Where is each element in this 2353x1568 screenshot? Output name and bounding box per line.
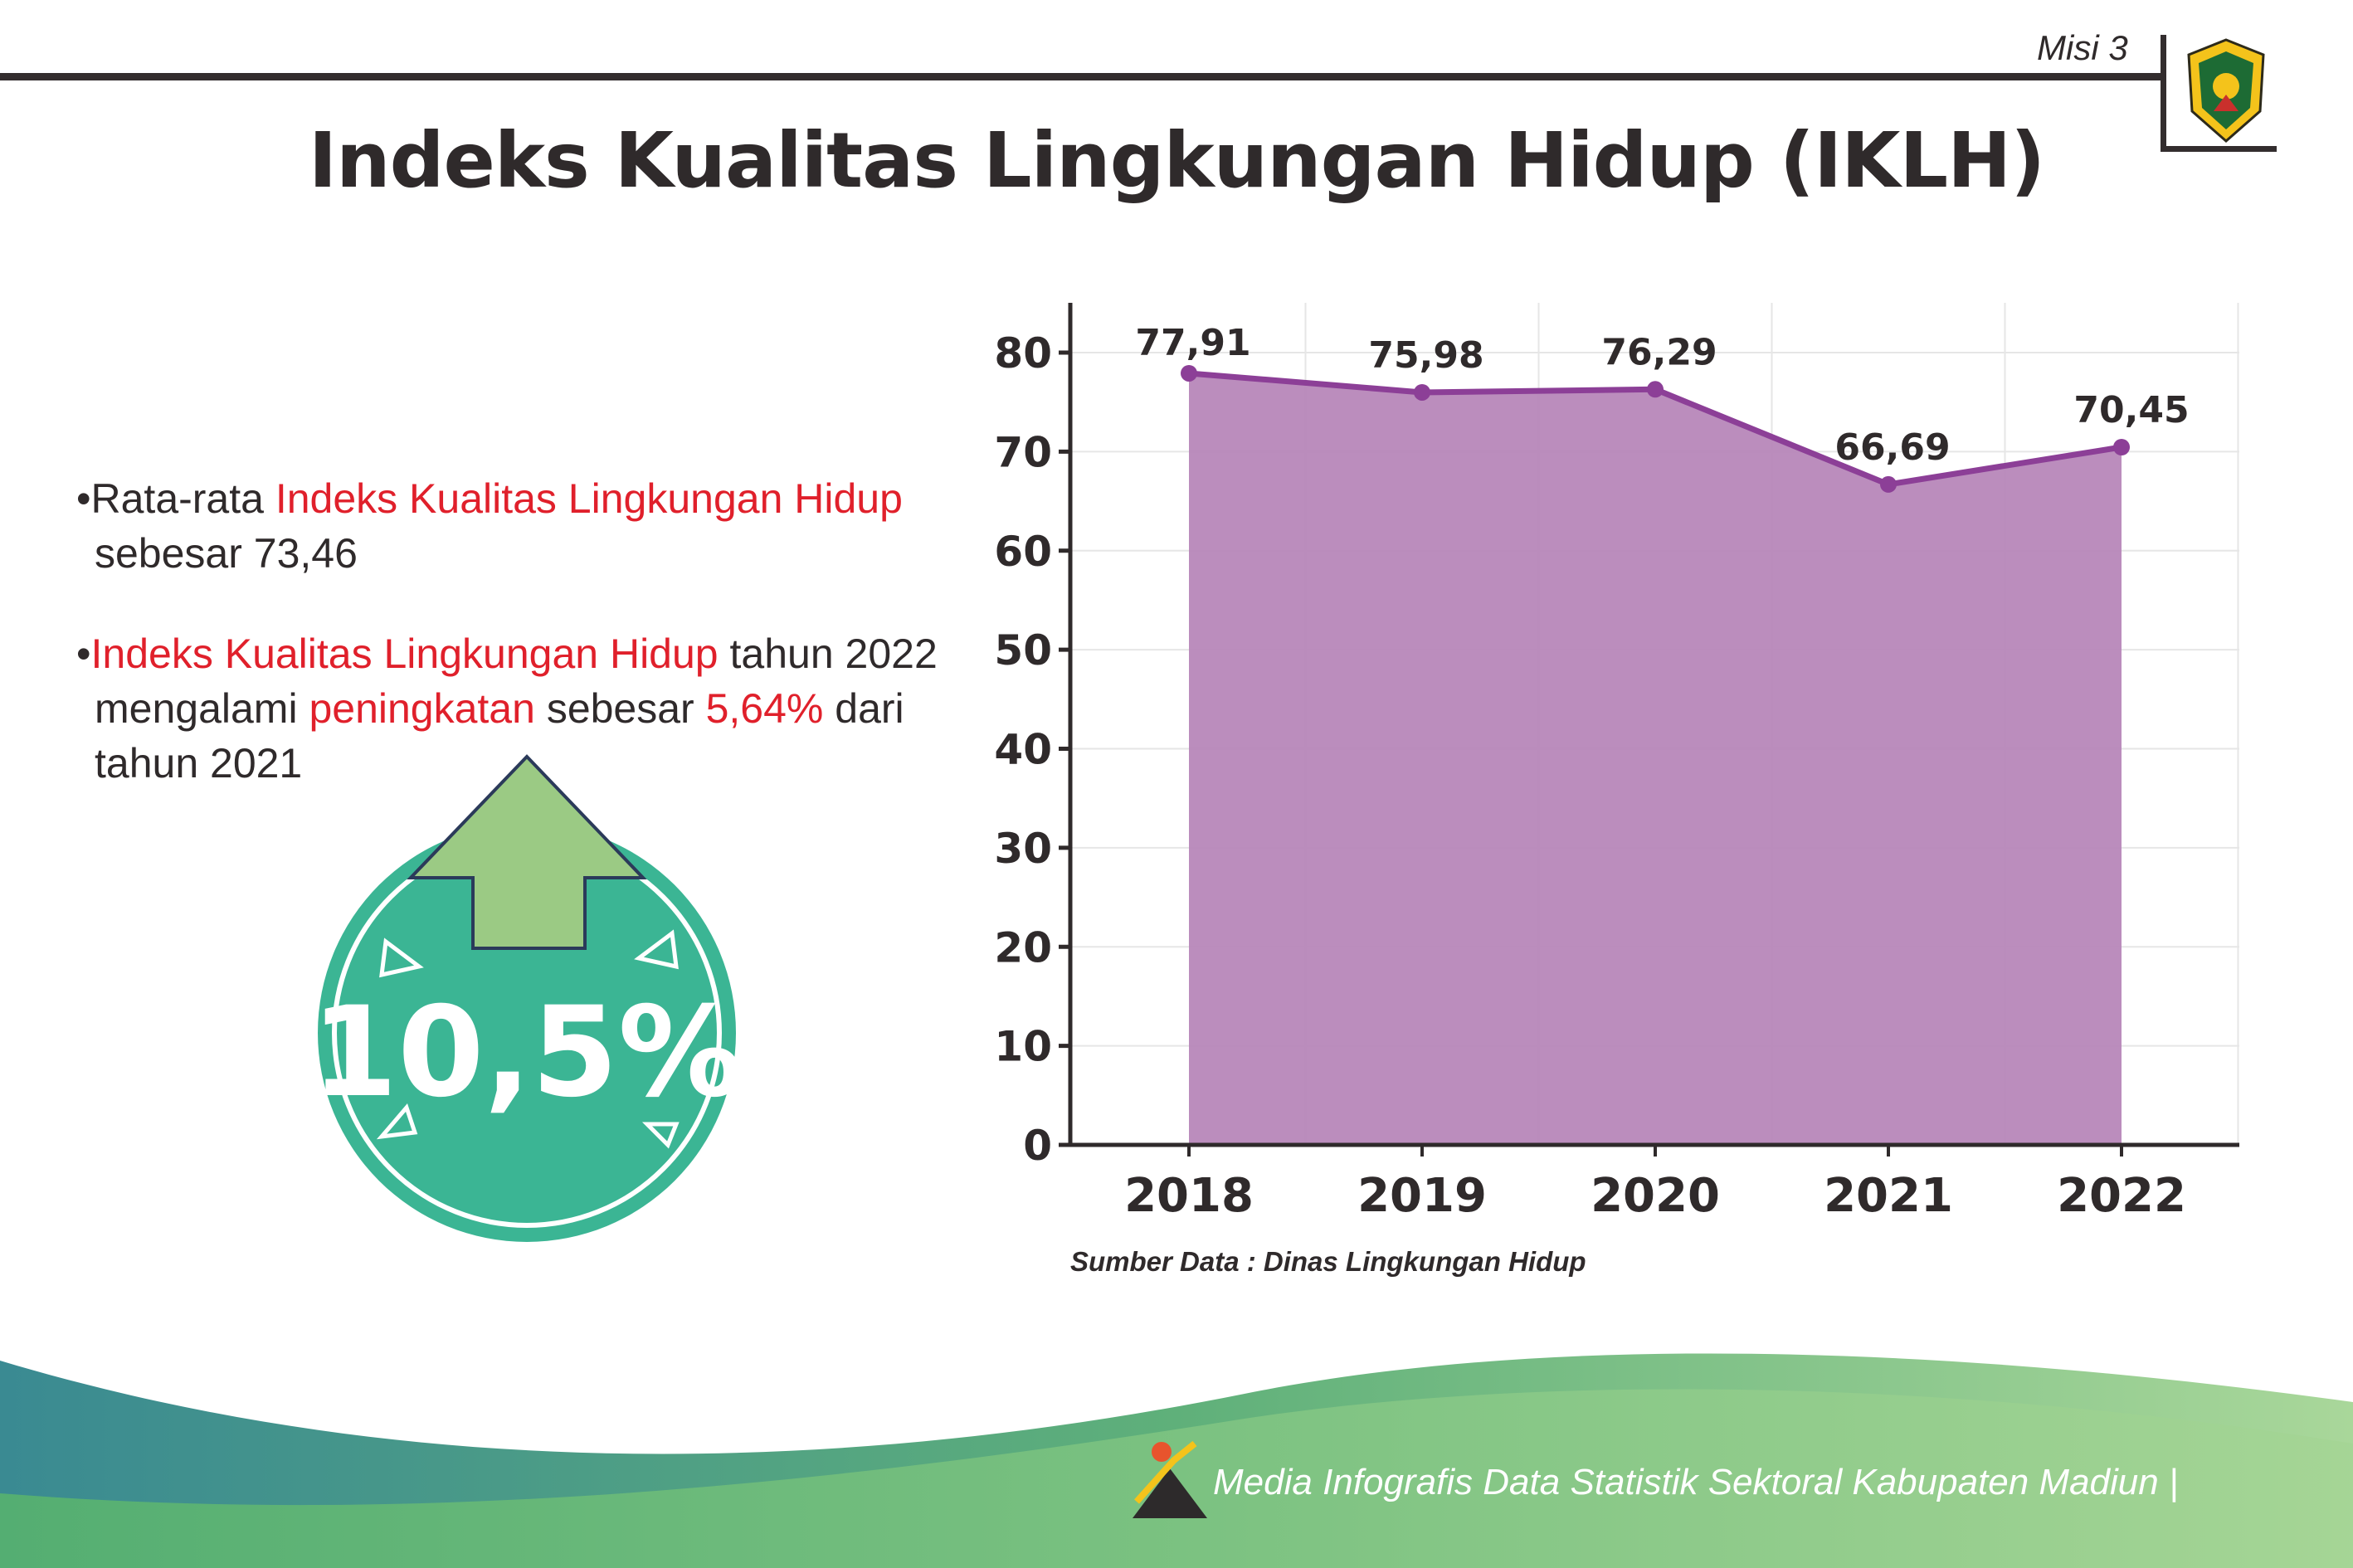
x-tick-label: 2022 — [2057, 1169, 2186, 1223]
highlight: Indeks Kualitas Lingkungan Hidup — [275, 475, 903, 522]
text: mengalami — [95, 685, 309, 732]
data-point — [1647, 381, 1664, 398]
source-note: Sumber Data : Dinas Lingkungan Hidup — [1070, 1246, 1586, 1277]
text: tahun 2022 — [718, 631, 938, 677]
spark-icon — [376, 1103, 418, 1140]
footer-text: Media Infografis Data Statistik Sektoral… — [1213, 1462, 2179, 1502]
x-tick-label: 2018 — [1124, 1169, 1254, 1223]
data-point — [1181, 364, 1197, 382]
data-label: 75,98 — [1368, 334, 1483, 377]
spark-icon — [379, 937, 424, 978]
y-tick-label: 30 — [994, 825, 1052, 873]
growth-badge: 10,5% — [311, 754, 743, 1242]
y-tick-label: 20 — [994, 923, 1052, 971]
misi-label: Misi 3 — [2037, 28, 2128, 67]
badge-circle — [318, 824, 736, 1242]
corner-bracket — [2161, 35, 2166, 151]
bullet-line: •Rata-rata Indeks Kualitas Lingkungan Hi… — [76, 471, 972, 526]
text: sebesar 73,46 — [95, 530, 358, 577]
footer-wave — [0, 1353, 2353, 1568]
data-point — [1880, 475, 1897, 493]
arrow-up-icon — [407, 754, 647, 950]
y-tick-label: 70 — [994, 428, 1052, 476]
text: • — [76, 631, 91, 677]
data-label: 76,29 — [1601, 331, 1717, 373]
runner-logo-icon — [1133, 1440, 1207, 1518]
y-tick-label: 10 — [994, 1023, 1052, 1071]
corner-bracket-bottom — [2161, 146, 2277, 152]
bullet-line: tahun 2021 — [76, 736, 972, 791]
header-divider — [0, 73, 2164, 80]
data-point — [1414, 383, 1430, 401]
y-tick-label: 40 — [994, 726, 1052, 774]
bullet-line: sebesar 73,46 — [76, 526, 972, 581]
data-label: 70,45 — [2073, 389, 2189, 431]
area-fill — [1189, 373, 2122, 1146]
spark-icon — [641, 1122, 680, 1149]
text: dari — [823, 685, 904, 732]
badge-value: 10,5% — [311, 981, 743, 1125]
data-label: 66,69 — [1834, 426, 1950, 469]
data-label: 77,91 — [1135, 322, 1250, 364]
bullet-line: •Indeks Kualitas Lingkungan Hidup tahun … — [76, 626, 972, 681]
page-title: Indeks Kualitas Lingkungan Hidup (IKLH) — [308, 116, 2045, 205]
kabupaten-madiun-logo — [2187, 38, 2265, 143]
spark-icon — [634, 929, 679, 970]
y-tick-label: 0 — [1023, 1122, 1052, 1170]
y-tick-label: 50 — [994, 626, 1052, 674]
highlight: 5,64% — [705, 685, 824, 732]
highlight: Indeks Kualitas Lingkungan Hidup — [90, 631, 719, 677]
x-tick-label: 2020 — [1591, 1169, 1720, 1223]
y-tick-label: 60 — [994, 528, 1052, 576]
text: sebesar — [534, 685, 706, 732]
data-point — [2113, 439, 2130, 456]
x-tick-label: 2019 — [1357, 1169, 1487, 1223]
highlight: peningkatan — [309, 685, 535, 732]
text: •Rata-rata — [76, 475, 275, 522]
y-tick-label: 80 — [994, 329, 1052, 377]
bullet-line: mengalami peningkatan sebesar 5,64% dari — [76, 681, 972, 736]
bullet-average: •Rata-rata Indeks Kualitas Lingkungan Hi… — [76, 471, 972, 581]
x-tick-label: 2021 — [1824, 1169, 1953, 1223]
text: tahun 2021 — [95, 740, 303, 786]
bullet-increase: •Indeks Kualitas Lingkungan Hidup tahun … — [76, 626, 972, 791]
